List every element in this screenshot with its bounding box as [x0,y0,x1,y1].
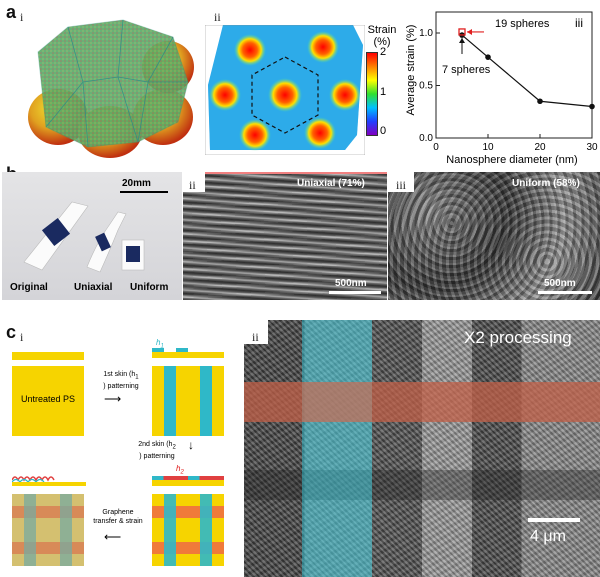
graphene-final-block [12,494,84,566]
panel-label-b-ii: ii [189,178,196,192]
chart-marks [458,28,595,110]
panel-label-a-i: i [20,10,24,24]
colorbar-title-text: Strain [367,24,397,36]
sem-uniform-scale-label: 500nm [544,278,576,289]
sem-grid-title: X2 processing [464,328,572,347]
sem-grid-scale-bar [528,518,580,522]
chart-axes: 0 10 20 30 0.0 0.5 1.0 [419,11,598,153]
panel-label-c-i: i [20,330,24,344]
photo-scale-bar-label: 20mm [122,178,151,189]
x-tick-label: 30 [586,142,598,153]
untreated-ps-block: Untreated PS [12,366,84,436]
x-tick-label: 10 [482,142,494,153]
arrow-19-head [467,28,472,35]
panel-label-a-ii: ii [214,10,221,24]
untreated-ps-label: Untreated PS [20,394,76,404]
h2-label: h2 [176,464,184,476]
chart-y-axis-label: Average strain (%) [405,25,417,116]
panel-label-c-ii: ii [252,330,259,344]
sem-uniform-image: iii Uniform (58%) 500nm [388,172,600,300]
colorbar-title: Strain (%) [364,24,400,48]
sample-photo: 20mm Original Uniaxial Uniform [2,172,182,300]
sem-uniform-title: Uniform (58%) [512,178,580,189]
step2-arrow-icon: ↓ [188,438,194,452]
colorbar-unit: (%) [373,36,391,48]
sample-strips [23,201,145,273]
sphere-model-illustration [28,19,194,158]
colorbar [366,52,378,136]
orange-overlay-row [244,382,600,422]
sem-grid-scale-label: 4 μm [530,528,566,545]
cyan-overlay-column [302,320,372,577]
chart-annotation-19-spheres: 19 spheres [495,18,550,30]
step2-label: 2nd skin (h2) patterning [138,441,176,461]
colorbar-tick-1: 1 [380,86,387,98]
panel-label-a-iii: iii [575,16,583,30]
sample-label-original: Original [10,282,48,293]
colorbar-tick-2: 2 [380,46,387,58]
sem-uniaxial-scale-bar [329,291,381,294]
untreated-top-layer [12,352,84,360]
sem-uniaxial-scale-label: 500nm [335,278,367,289]
strain-heatmap [205,25,365,155]
highlight-point [458,28,466,36]
panel-label-c: c [6,322,17,342]
step2-checker-block [152,494,224,566]
step1-arrow-icon: ⟶ [104,392,122,406]
y-tick-label: 1.0 [419,28,433,39]
arrow-7-head [459,37,465,43]
graphene-wrinkle-profile [12,476,86,486]
h1-label: h1 [156,338,164,350]
step1-patterned-block [152,366,224,436]
sample-label-uniform: Uniform [130,282,169,293]
y-tick-label: 0.0 [419,133,433,144]
process-schematic: Untreated PS 1st skin (h1) patterning ⟶ … [0,330,240,577]
x-tick-label: 0 [433,142,439,153]
chart-x-axis-label: Nanosphere diameter (nm) [446,154,577,166]
average-strain-chart: 0 10 20 30 0.0 0.5 1.0 Average strain (%) Nano… [405,11,598,166]
series-line [461,34,593,108]
panel-label-b-iii: iii [396,178,407,192]
sem-uniform-scale-bar [538,291,592,294]
data-point [537,98,543,105]
sem-uniaxial-image: ii Uniaxial (71%) 500nm [183,172,387,300]
x-tick-label: 20 [534,142,546,153]
step1-label: 1st skin (h1) patterning [103,371,139,391]
photo-scale-bar [120,191,168,193]
chart-frame [435,11,593,139]
sem-uniaxial-title: Uniaxial (71%) [297,178,365,189]
sem-grid-image: ii X2 processing 4 μm [244,320,600,577]
data-point [485,54,491,60]
step3-arrow-icon: ⟵ [104,530,122,544]
colorbar-tick-0: 0 [380,125,387,137]
data-point [589,103,595,110]
panel-label-a: a [6,2,17,22]
chart-annotation-7-spheres: 7 spheres [442,64,491,76]
sample-label-uniaxial: Uniaxial [74,282,113,293]
step1-top-layer [152,352,224,358]
step3-label: Graphene transfer & strain [93,509,143,525]
y-tick-label: 0.5 [419,81,433,92]
